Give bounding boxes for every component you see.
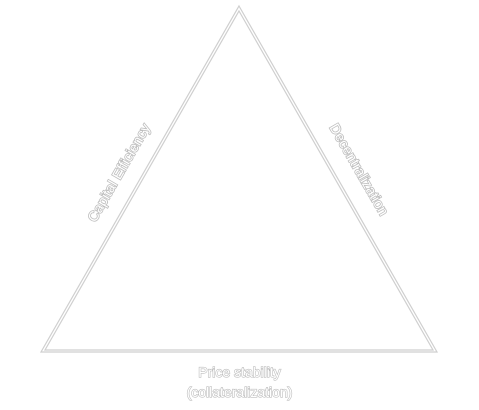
right-side-label: Decentralization [327, 121, 393, 219]
triangle-outer [39, 4, 439, 353]
base-label-line2: (collateralization) [186, 383, 293, 400]
left-side-label: Capital Efficiency [84, 121, 153, 225]
base-label-line1: Price stability [198, 363, 282, 380]
triangle-inner [43, 9, 435, 351]
